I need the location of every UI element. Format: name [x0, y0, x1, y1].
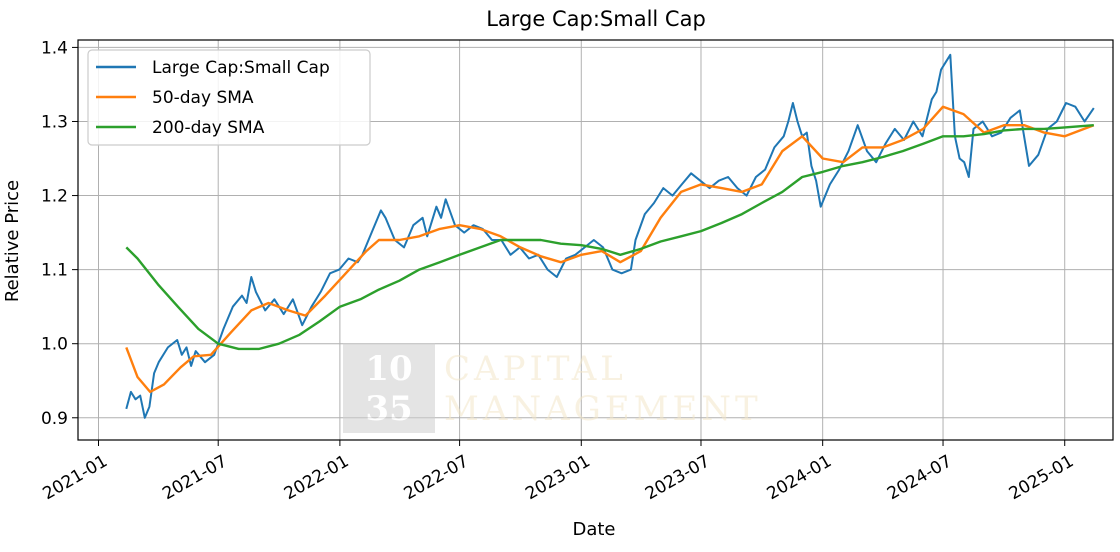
y-tick-label: 1.1 [41, 261, 68, 281]
legend: Large Cap:Small Cap 50-day SMA 200-day S… [87, 49, 371, 146]
watermark: 10 35 CAPITAL MANAGEMENT [343, 343, 762, 433]
watermark-logo-box [343, 343, 435, 433]
watermark-text-line2: MANAGEMENT [444, 389, 762, 429]
y-axis-title: Relative Price [2, 180, 23, 302]
y-tick-label: 1.3 [41, 112, 68, 132]
y-tick-label: 1.4 [41, 38, 68, 58]
legend-box [87, 49, 371, 146]
series-line-ratio [125, 53, 1095, 419]
series-line-sma50 [125, 105, 1095, 394]
x-axis-title: Date [572, 519, 615, 540]
series-line-sma200 [125, 124, 1094, 351]
legend-label-sma200: 200-day SMA [152, 118, 265, 138]
y-tick-label: 1.0 [41, 335, 68, 355]
y-axis: 0.9 1.0 1.1 1.2 1.3 1.4 [41, 38, 78, 429]
watermark-logo-line1: 10 [365, 349, 412, 389]
watermark-text-line1: CAPITAL [444, 349, 627, 389]
y-tick-label: 0.9 [41, 409, 68, 429]
chart-title: Large Cap:Small Cap [486, 7, 706, 31]
watermark-logo-line2: 35 [365, 389, 412, 429]
y-tick-label: 1.2 [41, 187, 68, 207]
legend-label-ratio: Large Cap:Small Cap [152, 58, 330, 78]
legend-label-sma50: 50-day SMA [152, 88, 254, 108]
series-lines [125, 53, 1095, 419]
plot-frame [77, 39, 1114, 441]
